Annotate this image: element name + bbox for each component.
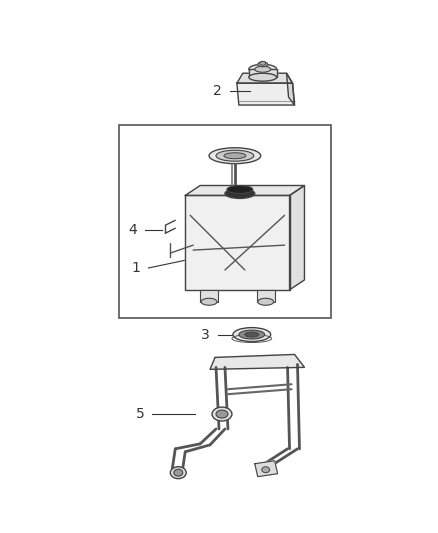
Bar (119, 125, 331, 318)
Ellipse shape (258, 298, 274, 305)
Text: 5: 5 (136, 407, 145, 421)
Text: 3: 3 (201, 328, 210, 342)
Ellipse shape (262, 467, 270, 473)
Ellipse shape (233, 328, 271, 342)
Ellipse shape (212, 407, 232, 421)
Polygon shape (249, 69, 277, 77)
Ellipse shape (260, 61, 266, 65)
Bar (257, 290, 275, 302)
Ellipse shape (174, 469, 183, 476)
Polygon shape (237, 83, 294, 105)
Ellipse shape (249, 73, 277, 81)
Polygon shape (185, 196, 290, 290)
Bar (200, 290, 218, 302)
Ellipse shape (225, 189, 255, 198)
Ellipse shape (201, 298, 217, 305)
Ellipse shape (255, 66, 271, 72)
Ellipse shape (258, 62, 268, 67)
Ellipse shape (245, 332, 259, 337)
Polygon shape (210, 354, 304, 369)
Polygon shape (286, 73, 294, 105)
Text: 4: 4 (129, 223, 138, 237)
Ellipse shape (170, 467, 186, 479)
Polygon shape (290, 185, 304, 290)
Polygon shape (255, 461, 278, 477)
Ellipse shape (239, 330, 265, 339)
Polygon shape (237, 73, 293, 83)
Polygon shape (185, 185, 304, 196)
Ellipse shape (216, 410, 228, 418)
Text: 2: 2 (213, 84, 222, 98)
Ellipse shape (249, 64, 277, 74)
Text: 1: 1 (132, 261, 141, 275)
Ellipse shape (216, 150, 254, 161)
Ellipse shape (209, 148, 261, 164)
Ellipse shape (224, 153, 246, 159)
Ellipse shape (227, 185, 253, 193)
